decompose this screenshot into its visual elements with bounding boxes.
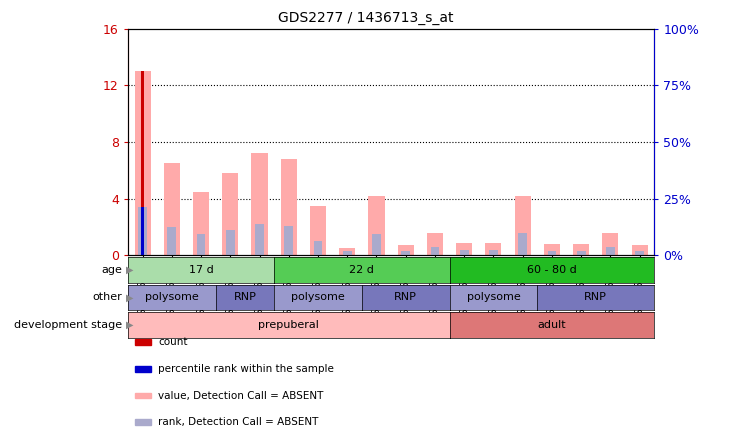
Bar	[544, 244, 560, 255]
Bar	[602, 233, 618, 255]
Bar	[573, 244, 589, 255]
Bar	[606, 247, 615, 255]
Text: adult: adult	[537, 320, 567, 330]
Bar	[518, 233, 527, 255]
Text: development stage: development stage	[14, 320, 122, 330]
Text: RNP: RNP	[233, 293, 257, 302]
Bar	[339, 248, 355, 255]
Bar	[138, 207, 147, 255]
Bar	[310, 206, 326, 255]
Bar	[398, 246, 414, 255]
Text: 22 d: 22 d	[349, 265, 374, 275]
Bar	[368, 196, 385, 255]
Bar	[456, 242, 472, 255]
Text: 17 d: 17 d	[189, 265, 213, 275]
Text: rank, Detection Call = ABSENT: rank, Detection Call = ABSENT	[158, 417, 319, 427]
Bar	[372, 234, 381, 255]
Text: ▶: ▶	[126, 293, 133, 302]
Bar	[251, 154, 268, 255]
Bar	[141, 71, 144, 255]
Text: polysome: polysome	[145, 293, 199, 302]
Bar	[222, 173, 238, 255]
Bar	[460, 250, 469, 255]
Bar	[141, 207, 144, 255]
Text: value, Detection Call = ABSENT: value, Detection Call = ABSENT	[158, 391, 324, 400]
Bar	[135, 71, 151, 255]
Text: polysome: polysome	[291, 293, 345, 302]
Bar	[431, 247, 439, 255]
Bar	[343, 251, 352, 255]
Text: ▶: ▶	[126, 320, 133, 330]
Text: polysome: polysome	[466, 293, 520, 302]
Text: ▶: ▶	[126, 265, 133, 275]
Text: other: other	[92, 293, 122, 302]
Text: prepuberal: prepuberal	[258, 320, 319, 330]
Bar	[314, 241, 322, 255]
Bar	[632, 246, 648, 255]
Bar	[193, 192, 209, 255]
Bar	[167, 227, 176, 255]
Bar	[164, 163, 180, 255]
Text: 60 - 80 d: 60 - 80 d	[527, 265, 577, 275]
Text: count: count	[158, 337, 188, 347]
Text: RNP: RNP	[584, 293, 607, 302]
Bar	[548, 251, 556, 255]
Bar	[226, 230, 235, 255]
Bar	[284, 226, 293, 255]
Bar	[197, 234, 205, 255]
Bar	[485, 242, 501, 255]
Text: percentile rank within the sample: percentile rank within the sample	[158, 364, 334, 374]
Bar	[577, 251, 586, 255]
Text: age: age	[101, 265, 122, 275]
Text: RNP: RNP	[394, 293, 417, 302]
Bar	[515, 196, 531, 255]
Bar	[635, 251, 644, 255]
Bar	[281, 159, 297, 255]
Bar	[427, 233, 443, 255]
Bar	[401, 251, 410, 255]
Text: GDS2277 / 1436713_s_at: GDS2277 / 1436713_s_at	[278, 11, 453, 25]
Bar	[255, 224, 264, 255]
Bar	[489, 250, 498, 255]
